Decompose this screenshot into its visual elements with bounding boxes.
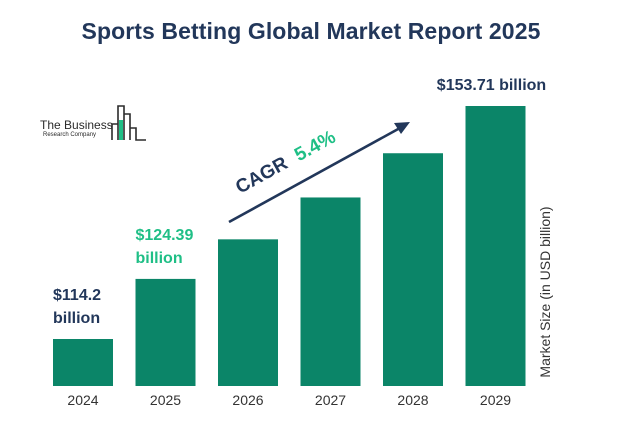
bar-2025 [135, 278, 196, 386]
value-label-2029-line1: $153.71 billion [437, 77, 546, 94]
logo-name: The Business [40, 118, 113, 132]
bar-2026 [218, 239, 278, 386]
logo-subtitle: Research Company [43, 132, 97, 138]
x-axis-tick-labels: 2024 2025 2026 2027 2028 2029 [67, 392, 511, 408]
x-tick-label-2029: 2029 [480, 392, 511, 408]
y-axis-label: Market Size (in USD billion) [537, 206, 553, 377]
value-label-2025-line1: $124.39 [136, 227, 194, 244]
value-label-2024-line1: $114.2 [53, 287, 101, 304]
company-logo: The Business Research Company [40, 102, 170, 148]
value-label-2025-line2: billion [136, 250, 183, 267]
value-label-2024-line2: billion [53, 310, 100, 327]
x-tick-label-2027: 2027 [315, 392, 346, 408]
bar-2028 [383, 153, 443, 386]
cagr-arrow-line [228, 126, 401, 224]
chart-title: Sports Betting Global Market Report 2025 [81, 18, 541, 44]
value-callouts: $114.2 billion $124.39 billion $153.71 billi… [53, 77, 546, 327]
x-tick-label-2026: 2026 [232, 392, 263, 408]
building-logo-icon [111, 105, 146, 141]
bar-2027 [300, 197, 361, 386]
cagr-arrowhead-icon [394, 122, 410, 134]
bar-2029 [465, 106, 526, 386]
bar-2024 [53, 339, 113, 386]
bars-group [53, 106, 526, 386]
x-tick-label-2024: 2024 [67, 392, 98, 408]
cagr-value: 5.4% [291, 127, 339, 166]
svg-text:CAGR 5.4%: CAGR 5.4% [232, 127, 339, 199]
x-tick-label-2025: 2025 [150, 392, 181, 408]
x-tick-label-2028: 2028 [397, 392, 428, 408]
